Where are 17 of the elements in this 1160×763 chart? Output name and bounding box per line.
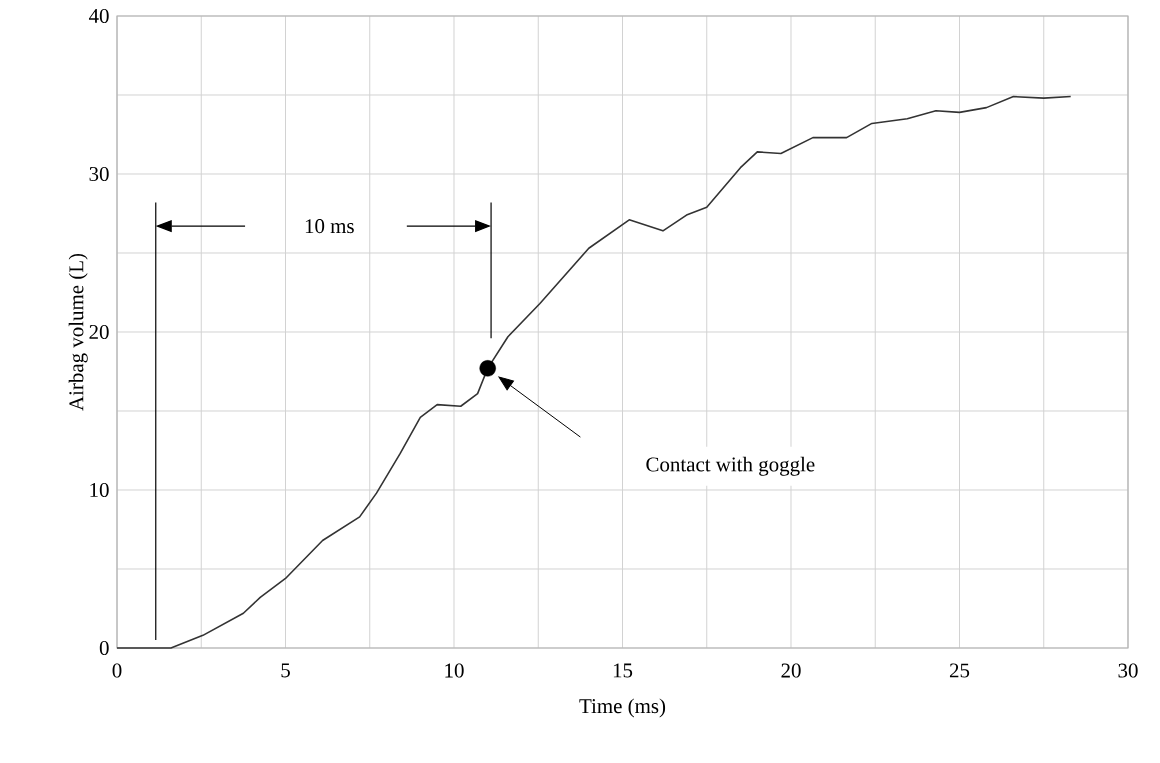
y-axis-title: Airbag volume (L) — [68, 253, 88, 411]
y-tick-label: 20 — [89, 324, 109, 340]
x-tick-label: 25 — [949, 663, 970, 678]
line-series — [116, 95, 1072, 649]
y-tick-label: 30 — [89, 166, 109, 182]
x-tick-label: 20 — [781, 663, 801, 678]
x-tick-label: 30 — [1118, 663, 1138, 678]
y-tick-label: 0 — [99, 640, 109, 656]
x-tick-label: 10 — [445, 663, 464, 678]
x-axis-title: Time (ms) — [579, 698, 666, 718]
x-tick-label: 0 — [112, 663, 122, 678]
y-tick-label: 10 — [90, 482, 109, 498]
annotation: Contact with goggle — [646, 456, 815, 476]
y-tick-label: 40 — [88, 8, 109, 24]
x-tick-label: 5 — [281, 663, 290, 678]
x-tick-label: 15 — [613, 663, 633, 678]
annotation: 10 ms — [305, 219, 354, 234]
